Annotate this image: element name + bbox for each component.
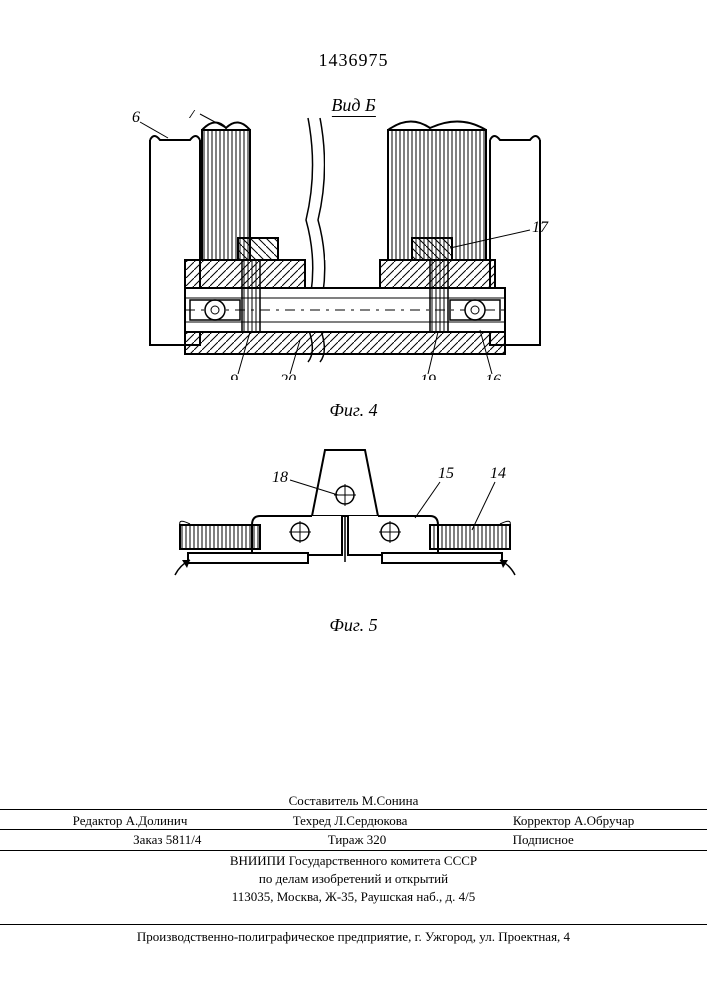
page-number: 1436975 [319,50,389,71]
corrector-label: Корректор [513,813,571,828]
editor: А.Долинич [126,813,188,828]
compiler-label: Составитель [289,793,359,808]
order-number: Заказ 5811/4 [133,832,201,848]
tirazh: Тираж 320 [328,832,387,848]
callout-18: 18 [272,469,288,486]
figure-4: 6 7 17 9 20 19 16 [130,110,560,380]
callout-15: 15 [438,465,454,482]
figure-5: 18 15 14 [160,440,530,600]
fig5-caption: Фиг. 5 [329,615,377,636]
callout-16: 16 [485,372,501,380]
callout-6: 6 [132,110,140,126]
org-line-1: ВНИИПИ Государственного комитета СССР [0,853,707,869]
techred-label: Техред [293,813,331,828]
corrector: А.Обручар [574,813,634,828]
editor-label: Редактор [73,813,123,828]
techred: Л.Сердюкова [334,813,407,828]
callout-17: 17 [532,219,549,236]
callout-7: 7 [188,110,197,122]
compiler: М.Сонина [362,793,419,808]
callout-14: 14 [490,465,506,482]
callout-19: 19 [420,372,436,380]
callout-20: 20 [280,372,296,380]
credits-block: Составитель М.Сонина Редактор А.Долинич … [0,793,707,905]
callout-9: 9 [230,372,238,380]
fig4-caption: Фиг. 4 [329,400,377,421]
org-line-2: по делам изобретений и открытий [0,871,707,887]
footer-line: Производственно-полиграфическое предприя… [0,924,707,945]
org-address: 113035, Москва, Ж-35, Раушская наб., д. … [0,889,707,905]
subscription: Подписное [513,832,574,848]
